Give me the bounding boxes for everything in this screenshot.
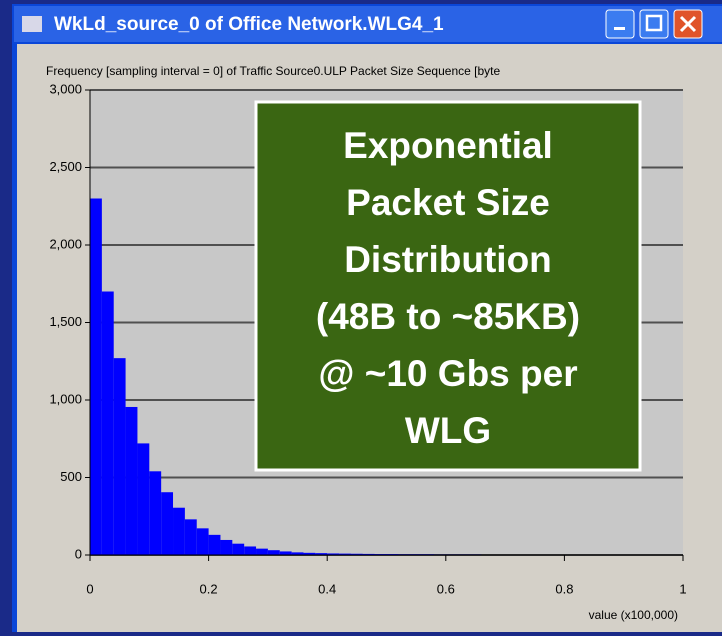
y-tick-label: 0: [75, 546, 82, 561]
x-tick-label: 0.4: [318, 581, 336, 596]
minimize-button[interactable]: [606, 10, 634, 38]
minimize-icon: [614, 27, 625, 30]
annotation-line: Exponential: [343, 125, 553, 166]
bar: [197, 528, 209, 555]
x-tick-label: 0.6: [437, 581, 455, 596]
annotation-line: Distribution: [344, 239, 552, 280]
bar: [220, 540, 232, 555]
window-title: WkLd_source_0 of Office Network.WLG4_1: [54, 14, 444, 35]
bar: [126, 407, 138, 555]
page: WkLd_source_0 of Office Network.WLG4_1 F…: [0, 0, 722, 636]
bar: [90, 199, 102, 556]
bar: [137, 443, 149, 555]
x-tick-label: 0.2: [200, 581, 218, 596]
bar: [256, 549, 268, 555]
bar: [161, 492, 173, 555]
bar: [114, 358, 126, 555]
bar: [209, 535, 221, 555]
x-tick-label: 0: [86, 581, 93, 596]
window-icon: [22, 16, 42, 32]
bar: [232, 544, 244, 555]
annotation-line: @ ~10 Gbs per: [318, 353, 577, 394]
y-tick-label: 1,500: [49, 314, 82, 329]
y-tick-label: 500: [60, 469, 82, 484]
y-tick-label: 1,000: [49, 391, 82, 406]
bar: [185, 519, 197, 555]
x-tick-label: 1: [679, 581, 686, 596]
y-tick-label: 2,000: [49, 236, 82, 251]
bar: [268, 550, 280, 555]
x-axis-label: value (x100,000): [589, 608, 678, 622]
bar: [173, 508, 185, 555]
annotation-line: Packet Size: [346, 182, 550, 223]
x-tick-label: 0.8: [555, 581, 573, 596]
screen: WkLd_source_0 of Office Network.WLG4_1 F…: [0, 0, 722, 636]
bar: [102, 292, 114, 556]
bar: [149, 471, 161, 555]
y-tick-label: 2,500: [49, 159, 82, 174]
y-tick-label: 3,000: [49, 81, 82, 96]
bar: [280, 551, 292, 555]
chart-title: Frequency [sampling interval = 0] of Tra…: [46, 64, 500, 78]
maximize-button[interactable]: [640, 10, 668, 38]
annotation-line: (48B to ~85KB): [316, 296, 580, 337]
bar: [244, 546, 256, 555]
annotation-line: WLG: [405, 410, 491, 451]
